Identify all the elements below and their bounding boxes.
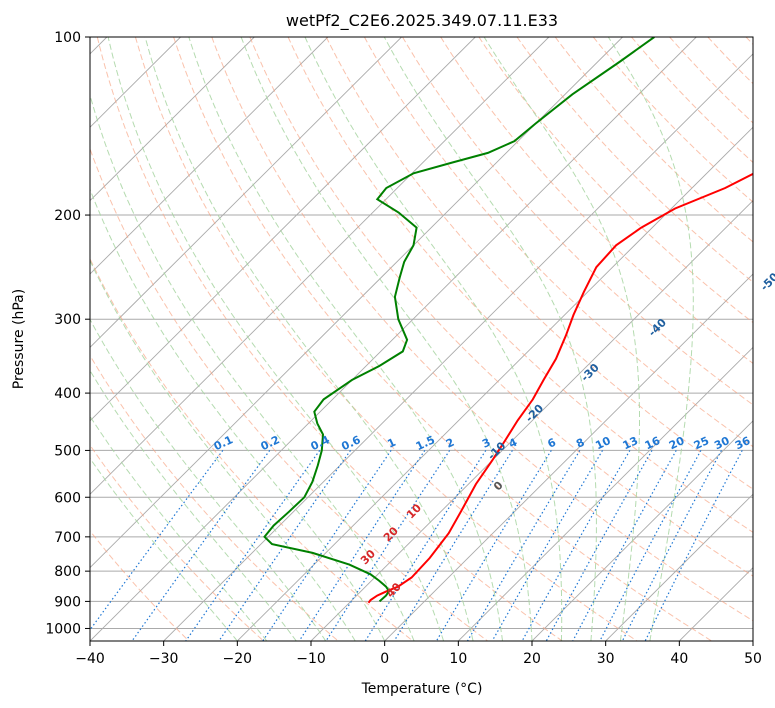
moist-adiabat — [144, 37, 474, 641]
y-tick-label: 600 — [54, 490, 81, 506]
moist-adiabat — [383, 37, 597, 641]
isotherm-50 — [752, 640, 753, 641]
dry-adiabat — [90, 444, 264, 641]
mixing-ratio-line — [644, 450, 743, 641]
dry-adiabat — [516, 37, 753, 283]
dry-adiabat — [363, 37, 753, 448]
y-axis-label: Pressure (hPa) — [11, 289, 27, 389]
isotherm--60 — [90, 37, 550, 495]
mixing-ratio-line — [90, 450, 224, 631]
isotherm--20 — [236, 126, 753, 641]
mixing-ratio-line — [621, 450, 722, 641]
isotherm--70 — [90, 37, 476, 422]
y-tick-label: 1000 — [45, 621, 81, 637]
dry-adiabat — [631, 37, 753, 164]
moist-adiabat — [240, 37, 533, 641]
moist-adiabat — [90, 415, 268, 641]
x-axis-label: Temperature (°C) — [361, 681, 483, 697]
mixing-ratio-line — [545, 450, 653, 641]
x-tick-label: 40 — [670, 651, 688, 667]
dry-adiabat — [90, 354, 339, 641]
y-tick-label: 900 — [54, 594, 81, 610]
mixing-ratio-label: 16 — [643, 434, 663, 452]
moist-adiabat — [607, 37, 694, 641]
dewpoint-profile — [263, 37, 655, 603]
isotherm-20 — [531, 420, 753, 641]
moist-adiabat — [90, 188, 386, 641]
series-layer — [263, 37, 753, 604]
dry-adiabat — [592, 37, 753, 203]
mixing-ratio-label: 36 — [733, 434, 753, 452]
y-tick-label: 800 — [54, 564, 81, 580]
dry-adiabat — [249, 37, 753, 577]
isotherm-0 — [384, 273, 753, 641]
y-tick-label: 300 — [54, 312, 81, 328]
x-tick-label: 50 — [744, 651, 762, 667]
dry-adiabat — [134, 37, 638, 641]
isotherm-30 — [605, 493, 753, 641]
dry-adiabat — [440, 37, 753, 365]
dry-adiabat — [402, 37, 753, 406]
mixing-ratio-label: 20 — [667, 434, 687, 452]
x-tick-label: 10 — [449, 651, 467, 667]
dry-adiabat — [173, 37, 712, 641]
mixing-ratio-line — [262, 450, 392, 641]
mixing-ratio-line — [572, 450, 677, 641]
moist-adiabat — [90, 457, 238, 641]
moist-adiabat — [90, 369, 297, 641]
x-tick-label: −40 — [75, 651, 105, 667]
mixing-ratio-label: 13 — [621, 434, 640, 452]
isotherm--30 — [163, 53, 753, 641]
moist-adiabat — [304, 37, 563, 641]
grid-layer — [90, 37, 753, 641]
mixing-ratio-line — [185, 450, 321, 641]
y-tick-label: 400 — [54, 386, 81, 402]
isotherm--10 — [310, 200, 753, 641]
dry-adiabat — [211, 37, 753, 622]
dry-adiabat — [478, 37, 753, 324]
chart-title: wetPf2_C2E6.2025.349.07.11.E33 — [286, 11, 558, 31]
mixing-ratio-line — [521, 450, 631, 641]
mixing-ratio-line — [393, 450, 513, 641]
plot-frame — [89, 36, 754, 642]
mixing-ratio-line — [599, 450, 702, 641]
x-tick-label: −10 — [296, 651, 326, 667]
moist-adiabat — [90, 318, 327, 641]
isotherm--80 — [90, 37, 402, 349]
dry-adiabat — [90, 257, 414, 641]
plot-background — [90, 37, 753, 641]
mixing-ratio-label: 30 — [712, 434, 732, 452]
isotherm--100 — [90, 37, 255, 202]
moist-adiabat — [90, 259, 356, 641]
y-tick-label: 500 — [54, 443, 81, 459]
x-tick-label: 0 — [380, 651, 389, 667]
axis-layer: −40 −30 −20 −10 0 10 20 30 40 50 100 200 300 400 500 60… — [45, 30, 762, 667]
isotherm--50 — [90, 37, 623, 569]
mixing-ratio-line — [218, 450, 351, 641]
moist-adiabat — [483, 37, 640, 641]
x-tick-label: −20 — [223, 651, 253, 667]
mixing-ratio-label: 10 — [593, 434, 613, 452]
x-tick-label: 30 — [597, 651, 615, 667]
moist-adiabat — [107, 37, 445, 641]
dry-adiabat — [96, 37, 563, 641]
moist-adiabat — [90, 93, 415, 641]
isotherm--90 — [90, 37, 329, 275]
y-tick-label: 700 — [54, 530, 81, 546]
x-tick-label: 20 — [523, 651, 541, 667]
dry-adiabat-label: -50 — [758, 270, 775, 293]
temperature-profile — [367, 172, 753, 604]
isotherm--40 — [90, 37, 697, 641]
mixing-ratio-line — [298, 450, 426, 641]
mixing-ratio-line — [491, 450, 604, 641]
y-tick-label: 200 — [54, 208, 81, 224]
y-tick-label: 100 — [54, 30, 81, 46]
mixing-ratio-label: 25 — [692, 434, 711, 452]
isotherm-10 — [457, 346, 753, 641]
x-tick-label: −30 — [149, 651, 179, 667]
